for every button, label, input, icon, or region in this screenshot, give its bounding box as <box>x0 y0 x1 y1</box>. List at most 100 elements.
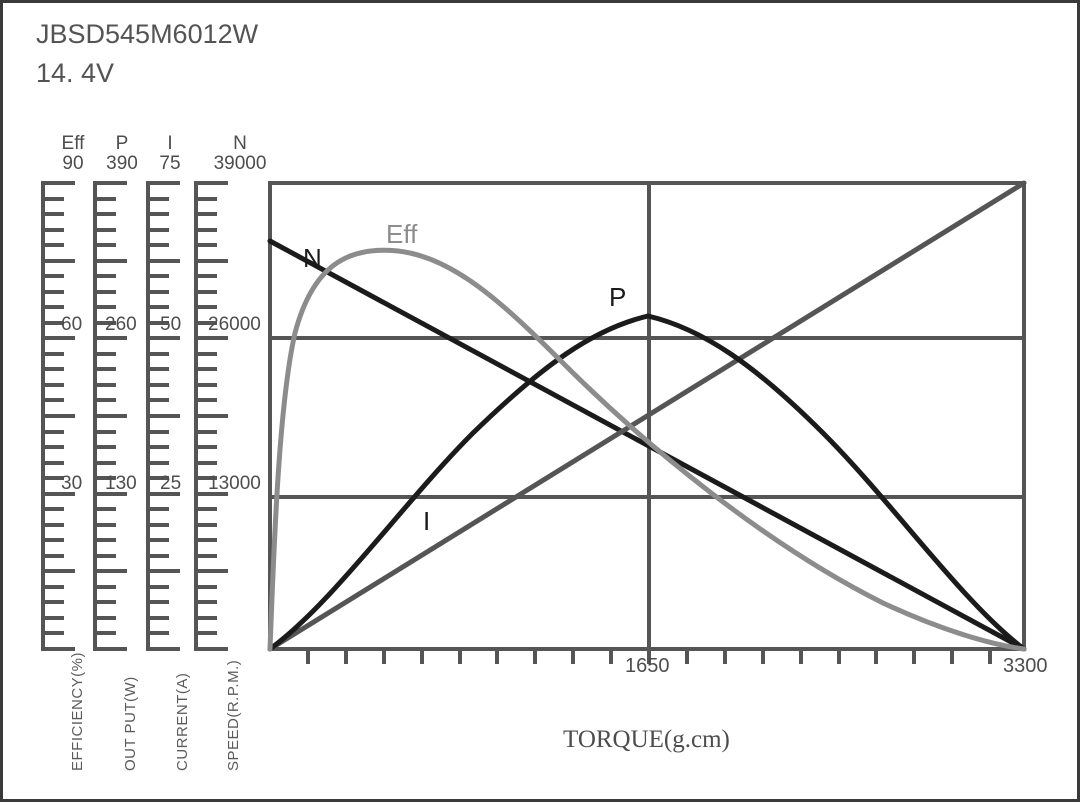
axis-value-eff-30: 30 <box>61 473 83 494</box>
scale-tick <box>150 228 169 232</box>
x-axis-tick <box>950 651 954 664</box>
axis-scale-p <box>93 181 141 651</box>
scale-tick <box>150 243 169 247</box>
axis-max-i: 75 <box>159 153 181 174</box>
scale-tick <box>97 367 116 371</box>
scale-tick <box>198 585 217 589</box>
scale-tick <box>150 445 169 449</box>
x-axis-tick <box>382 651 386 664</box>
x-axis-tick <box>609 651 613 664</box>
scale-tick <box>150 414 180 418</box>
scale-tick <box>198 507 217 511</box>
scale-tick <box>97 492 127 496</box>
scale-tick <box>150 538 169 542</box>
x-axis-tick <box>761 651 765 664</box>
scale-tick <box>45 631 64 635</box>
scale-tick <box>150 600 169 604</box>
scale-tick <box>150 461 169 465</box>
scale-tick <box>45 290 64 294</box>
x-axis-tick <box>306 651 310 664</box>
scale-tick <box>97 398 116 402</box>
x-axis-tick <box>912 651 916 664</box>
scale-tick <box>198 212 217 216</box>
scale-tick <box>198 321 217 325</box>
scale-tick <box>198 274 217 278</box>
scale-tick <box>97 569 127 573</box>
scale-tick <box>45 336 75 340</box>
scale-tick <box>97 212 116 216</box>
scale-tick <box>150 631 169 635</box>
scale-tick <box>150 616 169 620</box>
scale-tick <box>198 228 217 232</box>
scale-tick <box>150 321 169 325</box>
scale-tick <box>198 616 217 620</box>
x-axis-tick <box>799 651 803 664</box>
y-axis-title-efficiency: EFFICIENCY(%) <box>69 652 86 771</box>
scale-tick <box>150 523 169 527</box>
curve-label-n: N <box>303 243 322 273</box>
scale-tick <box>198 290 217 294</box>
x-axis-tick <box>988 651 992 664</box>
scale-tick <box>45 445 64 449</box>
x-axis-tick <box>723 651 727 664</box>
scale-tick <box>45 243 64 247</box>
scale-tick <box>97 336 127 340</box>
x-axis-label-end: 3300 <box>1003 655 1048 677</box>
scale-tick <box>198 197 217 201</box>
scale-tick <box>150 398 169 402</box>
scale-tick <box>198 430 217 434</box>
scale-tick <box>45 367 64 371</box>
y-axis-title-output: OUT PUT(W) <box>122 676 139 771</box>
scale-tick <box>150 647 180 651</box>
scale-tick <box>45 228 64 232</box>
axis-symbol-i: I <box>167 133 173 154</box>
scale-tick <box>97 352 116 356</box>
scale-tick <box>97 631 116 635</box>
scale-tick <box>198 305 217 309</box>
scale-tick <box>150 476 169 480</box>
axis-max-p: 390 <box>106 153 138 174</box>
axis-max-eff: 90 <box>62 153 84 174</box>
scale-tick <box>150 383 169 387</box>
page-title-voltage: 14. 4V <box>36 58 115 88</box>
x-axis-title: TORQUE(g.cm) <box>563 726 730 753</box>
scale-tick <box>45 476 64 480</box>
x-axis-tick <box>420 651 424 664</box>
scale-tick <box>45 321 64 325</box>
axis-value-i-50: 50 <box>160 314 182 335</box>
axis-value-n-26000: 26000 <box>208 314 261 335</box>
scale-tick <box>198 352 217 356</box>
scale-tick <box>198 569 228 573</box>
scale-tick <box>45 274 64 278</box>
scale-tick <box>198 336 228 340</box>
scale-tick <box>97 259 127 263</box>
scale-tick <box>97 243 116 247</box>
curve-label-eff: Eff <box>386 219 418 249</box>
scale-tick <box>45 600 64 604</box>
scale-tick <box>45 212 64 216</box>
scale-tick <box>198 383 217 387</box>
scale-tick <box>150 569 180 573</box>
scale-tick <box>97 181 127 185</box>
scale-tick <box>45 569 75 573</box>
scale-tick <box>150 212 169 216</box>
plot-area <box>268 181 1026 651</box>
axis-ticks-p <box>97 181 141 651</box>
scale-tick <box>45 616 64 620</box>
x-axis-tick <box>837 651 841 664</box>
scale-tick <box>97 197 116 201</box>
scale-tick <box>198 538 217 542</box>
scale-tick <box>150 585 169 589</box>
scale-tick <box>97 538 116 542</box>
scale-tick <box>45 523 64 527</box>
scale-tick <box>198 259 228 263</box>
scale-tick <box>97 383 116 387</box>
scale-tick <box>150 259 180 263</box>
scale-tick <box>45 398 64 402</box>
scale-tick <box>45 181 75 185</box>
scale-tick <box>198 461 217 465</box>
axis-scale-i <box>146 181 190 651</box>
scale-tick <box>198 445 217 449</box>
y-axis-title-current: CURRENT(A) <box>174 672 191 771</box>
axis-ticks-eff <box>45 181 89 651</box>
